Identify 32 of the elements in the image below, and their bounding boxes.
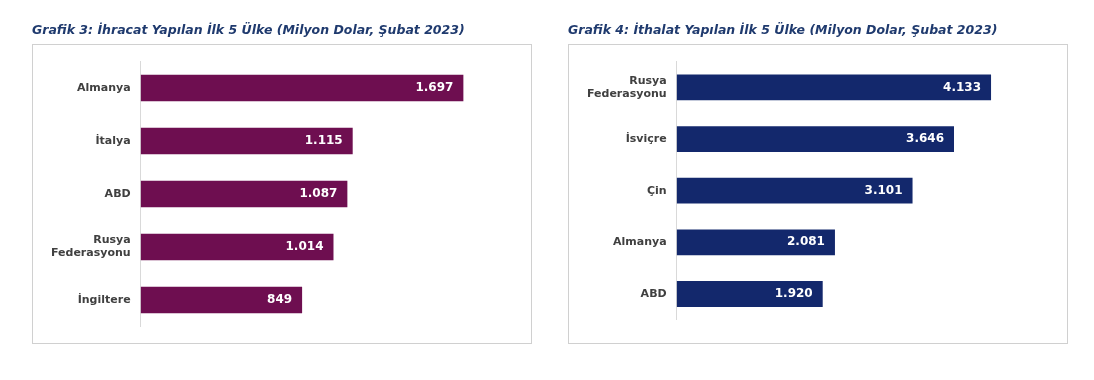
y-tick-label: Çin [646, 183, 667, 197]
data-label: 2.081 [786, 234, 825, 249]
data-label: 1.920 [774, 286, 813, 301]
bar [140, 286, 303, 314]
data-label: 3.646 [906, 131, 944, 146]
data-label: 849 [267, 292, 293, 307]
data-label: 3.101 [864, 182, 903, 197]
y-tick-label: ABD [104, 186, 131, 200]
y-tick-label: Rusya Federasyonu [50, 233, 131, 260]
bar [676, 281, 823, 307]
bar [140, 233, 334, 261]
bar [676, 229, 835, 256]
bar [676, 126, 954, 152]
y-tick-label: İngiltere [77, 291, 131, 306]
y-tick-label: İsviçre [625, 130, 667, 145]
chart-title: Grafik 3: İhracat Yapılan İlk 5 Ülke (Milyon Dolar, Şubat 2023) [32, 22, 466, 39]
y-tick-label: Almanya [613, 235, 667, 249]
bar [140, 180, 348, 208]
chart-title: Grafik 4: İthalat Yapılan İlk 5 Ülke (Milyon Dolar, Şubat 2023) [568, 22, 999, 39]
data-label: 4.133 [943, 79, 982, 94]
data-label: 1.115 [304, 133, 343, 148]
data-label: 1.014 [285, 239, 324, 254]
y-tick-label: ABD [640, 286, 667, 300]
bar [140, 127, 353, 155]
y-tick-label: İtalya [95, 132, 131, 147]
data-label: 1.697 [415, 80, 454, 95]
bar [140, 74, 464, 102]
y-tick-label: Rusya Federasyonu [586, 73, 667, 100]
y-tick-label: Almanya [77, 80, 131, 94]
bar [676, 74, 992, 101]
bar [676, 177, 913, 204]
data-label: 1.087 [299, 186, 338, 201]
